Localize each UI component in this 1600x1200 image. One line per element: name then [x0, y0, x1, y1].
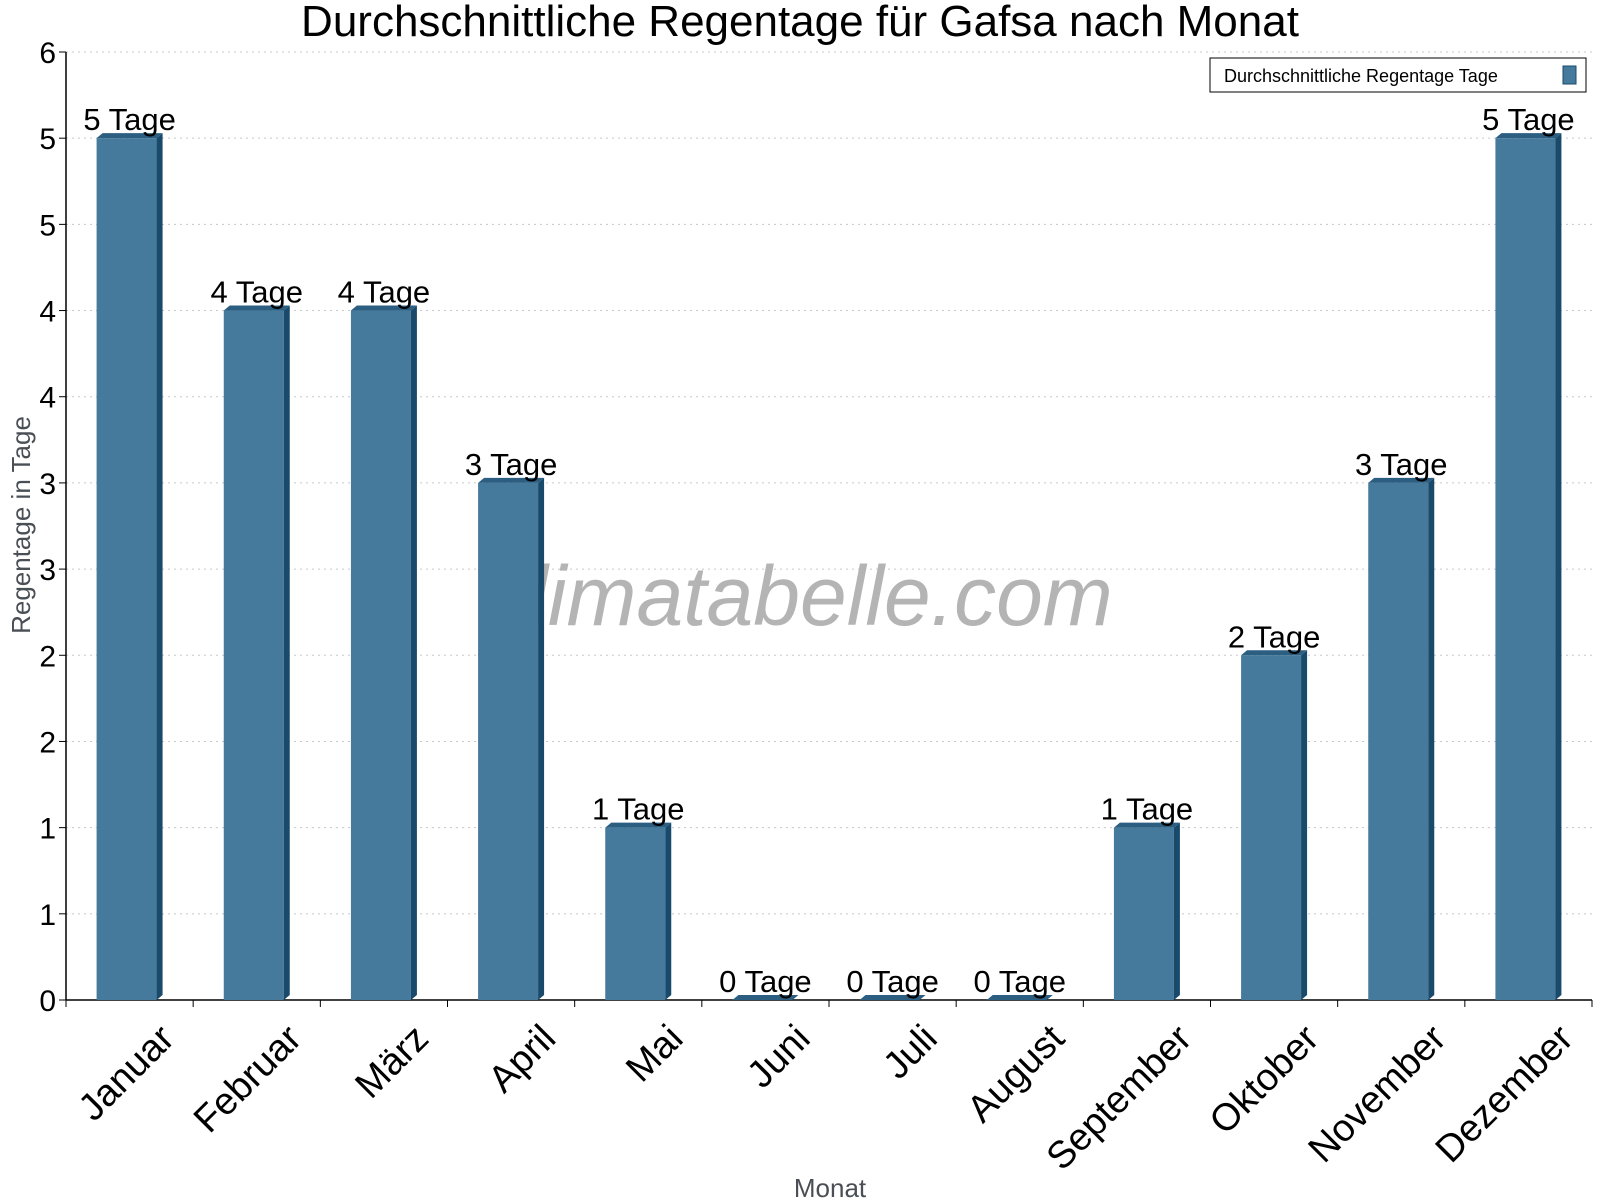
axes — [65, 52, 1592, 1001]
y-axis-label: Regentage in Tage — [6, 416, 36, 634]
bar-face — [1495, 138, 1556, 1000]
y-tick-label: 5 — [39, 209, 56, 242]
bar — [605, 822, 672, 1000]
bar-top — [223, 305, 290, 311]
x-tick-label: April — [481, 1017, 564, 1100]
x-tick-label: Juli — [876, 1017, 946, 1087]
data-label: 5 Tage — [83, 102, 176, 137]
y-tick-label: 2 — [39, 726, 56, 759]
gridlines — [66, 51, 1592, 915]
bar-side — [283, 305, 290, 1001]
legend-label: Durchschnittliche Regentage Tage — [1224, 66, 1498, 86]
x-tick-label: Januar — [71, 1017, 183, 1129]
bar-face — [1113, 827, 1174, 1000]
bar-top — [1113, 822, 1180, 828]
bar-top — [859, 995, 926, 1000]
data-label: 2 Tage — [1228, 619, 1321, 654]
x-tick-label: November — [1301, 1017, 1455, 1171]
y-tick-label: 5 — [39, 123, 56, 156]
bar-face — [1241, 655, 1302, 1000]
data-label: 4 Tage — [210, 275, 303, 310]
y-tick-label: 3 — [39, 468, 56, 501]
data-label: 4 Tage — [338, 275, 431, 310]
x-tick-label: Juni — [739, 1017, 818, 1096]
y-tick-label: 1 — [39, 899, 56, 932]
bar-top — [986, 995, 1053, 1000]
bar — [1241, 650, 1308, 1000]
legend-box — [1209, 57, 1587, 93]
y-tick-label: 2 — [39, 640, 56, 673]
bar-side — [410, 305, 417, 1001]
data-label: 3 Tage — [1355, 447, 1448, 482]
bar-face — [350, 310, 411, 1001]
bar — [859, 995, 926, 1000]
bar-top — [605, 822, 672, 828]
bar-face — [478, 482, 539, 1001]
bar-side — [538, 477, 545, 1001]
data-label: 1 Tage — [1101, 792, 1194, 827]
bar-top — [1495, 133, 1562, 139]
data-label: 0 Tage — [973, 964, 1066, 999]
legend: Durchschnittliche Regentage Tage — [1209, 57, 1587, 93]
bar — [223, 305, 290, 1001]
x-tick-label: August — [959, 1017, 1073, 1131]
bars — [96, 133, 1562, 1001]
bar-top — [96, 133, 163, 139]
bar-face — [96, 138, 157, 1000]
x-axis-label: Monat — [794, 1173, 867, 1200]
bar-top — [1368, 477, 1435, 483]
y-tick-label: 1 — [39, 813, 56, 846]
bar-face — [223, 310, 284, 1001]
bar — [478, 477, 545, 1001]
chart-title: Durchschnittliche Regentage für Gafsa na… — [301, 0, 1299, 46]
y-tick-label: 4 — [39, 296, 56, 329]
y-tick-label: 6 — [39, 37, 56, 70]
bar — [732, 995, 799, 1000]
x-tick-label: Dezember — [1428, 1017, 1582, 1171]
bar — [96, 133, 163, 1000]
bar-face — [605, 827, 666, 1000]
y-tick-label: 4 — [39, 382, 56, 415]
x-tick-label: Mai — [618, 1017, 691, 1090]
x-axis-ticks: Januar Februar März April Mai Juni Juli AugustS… — [65, 1000, 1593, 1178]
bar-top — [732, 995, 799, 1000]
bar-side — [1555, 133, 1562, 1000]
bar — [986, 995, 1053, 1000]
bar — [350, 305, 417, 1001]
bar-side — [1173, 822, 1180, 1000]
data-label: 5 Tage — [1482, 102, 1575, 137]
x-tick-label: Oktober — [1202, 1017, 1328, 1143]
data-label: 3 Tage — [465, 447, 558, 482]
bar — [1113, 822, 1180, 1000]
data-label: 0 Tage — [719, 964, 812, 999]
bar-face — [1368, 482, 1429, 1001]
bar-top — [1241, 650, 1308, 656]
bar-side — [1301, 650, 1308, 1000]
bar-side — [665, 822, 672, 1000]
bar-side — [156, 133, 163, 1000]
y-tick-label: 3 — [39, 554, 56, 587]
data-label: 0 Tage — [846, 964, 939, 999]
y-axis-ticks: 0 1 1 2 2 3 3 4 4 5 5 6 — [39, 37, 66, 1018]
data-label: 1 Tage — [592, 792, 685, 827]
x-tick-label: März — [348, 1017, 437, 1106]
bar-top — [478, 477, 545, 483]
bar-side — [1428, 477, 1435, 1001]
bar — [1368, 477, 1435, 1001]
data-labels: 5 Tage 4 Tage 4 Tage 3 Tage 1 Tage 0 Tage 0 Ta… — [83, 102, 1574, 999]
watermark: klimatabelle.com — [487, 549, 1113, 643]
x-tick-label: Februar — [186, 1017, 310, 1141]
bar-top — [350, 305, 417, 311]
legend-swatch — [1562, 65, 1577, 85]
bar — [1495, 133, 1562, 1000]
y-tick-label: 0 — [39, 985, 56, 1018]
